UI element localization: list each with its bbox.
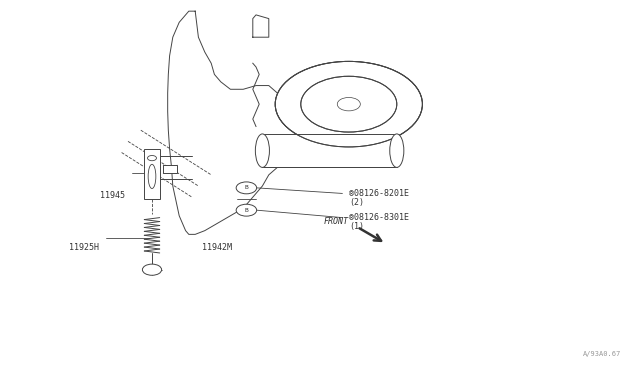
Text: B: B	[244, 208, 248, 213]
Text: ®08126-8201E: ®08126-8201E	[349, 189, 409, 198]
Ellipse shape	[255, 134, 269, 167]
Text: A/93A0.67: A/93A0.67	[582, 351, 621, 357]
Ellipse shape	[390, 134, 404, 167]
Text: (1): (1)	[349, 222, 364, 231]
FancyBboxPatch shape	[163, 165, 177, 173]
Text: FRONT: FRONT	[323, 217, 348, 226]
Circle shape	[275, 61, 422, 147]
Circle shape	[236, 182, 257, 194]
Text: 11945: 11945	[100, 191, 125, 200]
Circle shape	[236, 204, 257, 216]
Polygon shape	[262, 134, 397, 167]
Text: 11942M: 11942M	[202, 243, 232, 252]
Text: B: B	[244, 185, 248, 190]
Polygon shape	[144, 149, 160, 199]
Polygon shape	[168, 11, 301, 234]
Text: 11925H: 11925H	[69, 243, 99, 252]
Text: ®08126-8301E: ®08126-8301E	[349, 213, 409, 222]
Circle shape	[143, 264, 161, 275]
Text: (2): (2)	[349, 198, 364, 207]
